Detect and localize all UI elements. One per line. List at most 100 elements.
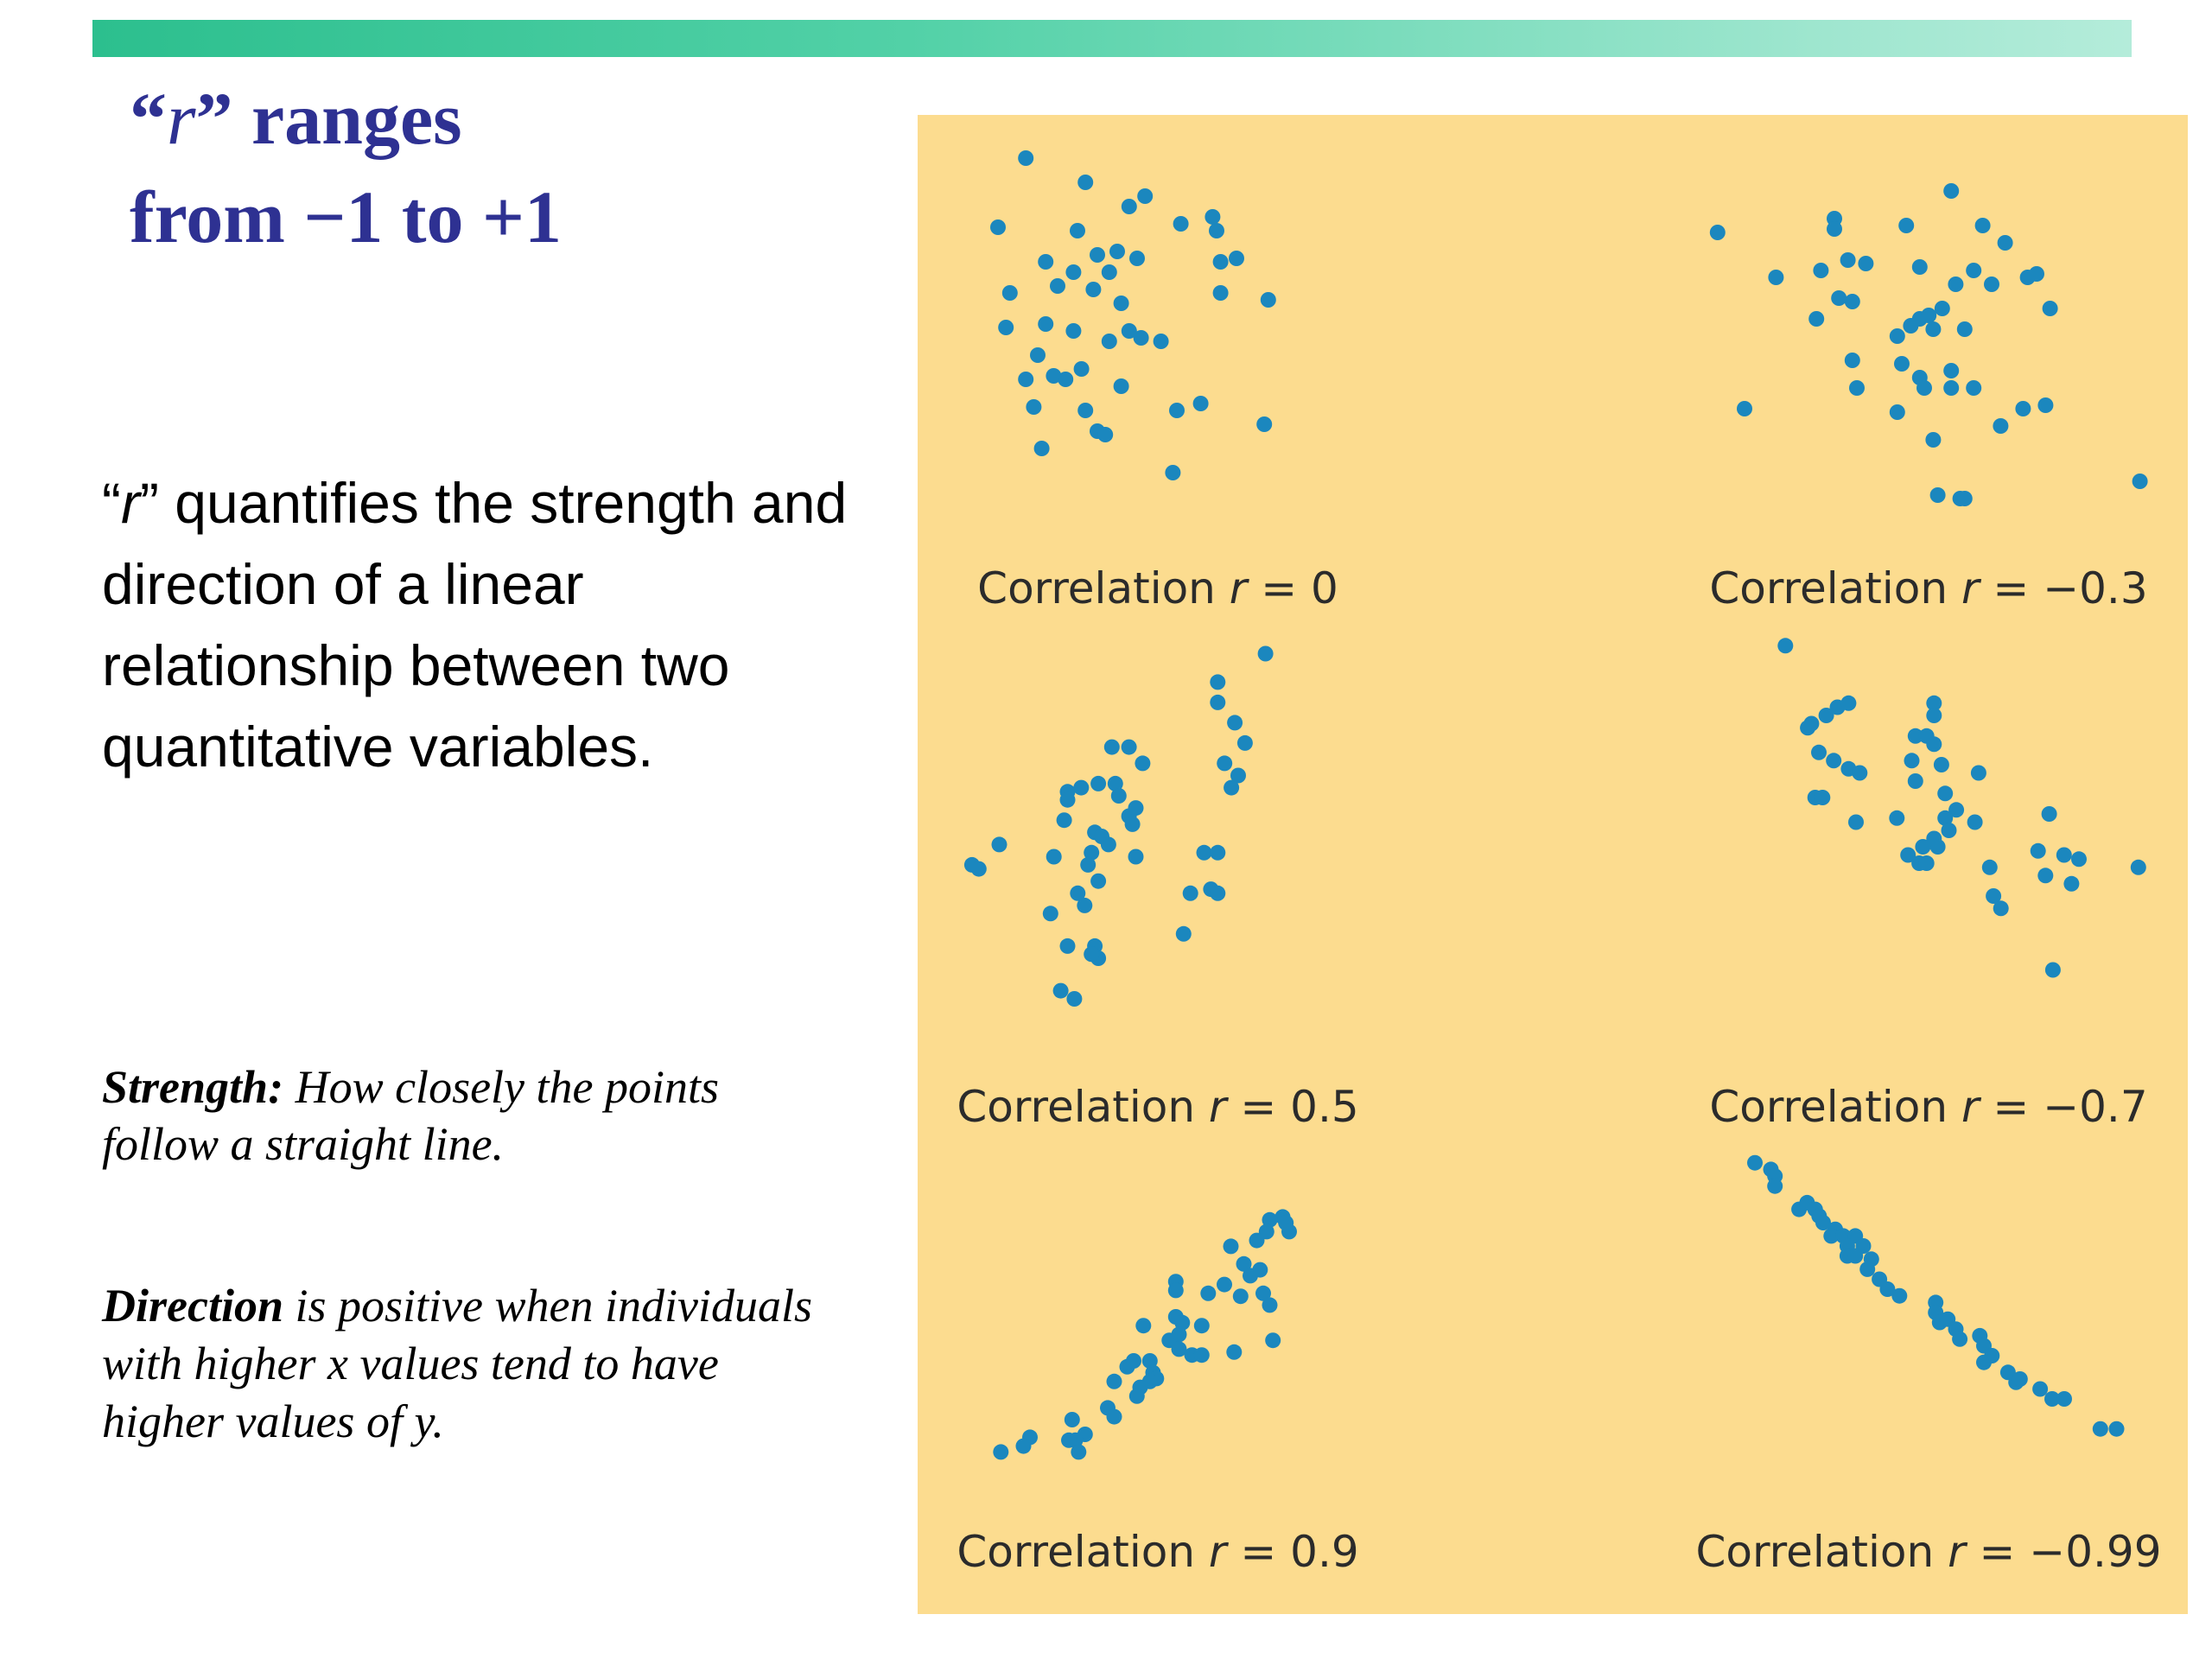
scatter-point [1956, 321, 1973, 337]
scatter-point [1937, 785, 1954, 802]
scatterplot-caption: Correlation r = 0.9 [957, 1527, 1358, 1577]
scatter-point [1121, 323, 1137, 339]
scatter-point [2030, 842, 2046, 859]
scatterplot-6: Correlation r = −0.99 [1695, 1154, 2162, 1577]
scatter-point [1840, 252, 1856, 268]
scatter-point [1926, 708, 1942, 723]
scatter-point [1903, 318, 1919, 334]
scatter-point [1109, 244, 1125, 259]
scatter-point [1889, 810, 1905, 826]
scatter-point [1926, 736, 1942, 753]
scatter-point [2092, 1421, 2108, 1437]
scatter-point [1070, 885, 1086, 901]
scatter-point [1925, 432, 1942, 448]
scatterplot-3: Correlation r = 0.5 [957, 645, 1359, 1132]
scatter-point [1210, 885, 1226, 901]
scatter-point [2130, 859, 2146, 875]
scatter-point [1193, 1318, 1210, 1334]
scatter-point [2041, 806, 2057, 822]
scatter-point [2037, 868, 2054, 884]
scatter-point [1943, 380, 1960, 396]
scatter-point [2029, 266, 2044, 282]
scatter-point [1182, 885, 1198, 901]
scatter-point [1230, 767, 1246, 784]
scatterplot-panel: Correlation r = 0 Correlation r = −0.3 Cor… [918, 115, 2188, 1614]
scatter-point [1984, 276, 1999, 292]
scatter-point [1952, 1331, 1968, 1347]
scatter-point [1900, 847, 1916, 863]
scatter-point [1124, 816, 1141, 832]
scatter-point [1848, 814, 1864, 830]
scatter-point [1084, 946, 1100, 963]
scatter-point [1929, 839, 1946, 855]
scatter-point [1943, 363, 1960, 378]
scatter-point [1033, 441, 1050, 456]
scatter-point [2032, 1381, 2049, 1397]
scatter-point [1058, 372, 1074, 387]
scatter-point [2037, 397, 2054, 413]
scatter-point [1808, 311, 1825, 327]
scatter-point [1077, 897, 1093, 913]
intro-paragraph: “r” quantifies the strength and directio… [102, 471, 848, 779]
scatter-point [1018, 150, 1034, 166]
scatter-point [1059, 791, 1076, 808]
scatter-point [1110, 788, 1127, 804]
scatter-point [1038, 254, 1054, 270]
scatter-point [1934, 301, 1950, 316]
scatter-point [1080, 856, 1096, 873]
scatter-point [1174, 1314, 1191, 1331]
scatter-point [1052, 982, 1069, 999]
scatter-point [1249, 1232, 1265, 1249]
scatter-point [1090, 775, 1107, 791]
scatter-point [1210, 844, 1226, 861]
scatter-point [1847, 1248, 1864, 1264]
scatter-point [1090, 873, 1107, 889]
scatter-point [1050, 278, 1065, 294]
scatter-point [998, 320, 1014, 335]
scatter-point [1844, 353, 1860, 368]
scatter-point [1907, 728, 1923, 744]
scatter-point [1056, 812, 1072, 829]
scatter-point [1046, 849, 1062, 865]
scatter-point [1200, 1285, 1217, 1301]
scatter-point [1212, 254, 1229, 270]
scatter-point [1113, 296, 1129, 311]
strength-lead: Strength: [102, 1061, 284, 1113]
scatter-point [1943, 183, 1960, 199]
slide-title: “r” ranges from −1 to +1 [130, 69, 907, 266]
strength-paragraph: Strength: How closely the points follow … [102, 1061, 720, 1170]
scatter-point [1038, 316, 1054, 332]
scatter-point [1101, 334, 1117, 349]
scatter-point [1128, 800, 1144, 817]
scatter-point [993, 1444, 1009, 1460]
scatter-point [1941, 823, 1957, 838]
scatterplot-4: Correlation r = −0.7 [1709, 638, 2148, 1132]
scatter-point [1229, 251, 1244, 266]
scatter-point [2015, 401, 2031, 416]
scatter-point [1065, 264, 1082, 280]
scatter-point [1997, 235, 2013, 251]
scatter-point [1173, 216, 1189, 232]
scatter-point [1970, 765, 1986, 781]
scatter-point [1777, 638, 1794, 654]
scatter-point [1948, 276, 1964, 292]
scatter-point [991, 836, 1007, 853]
scatter-point [1967, 814, 1983, 830]
scatter-point [1107, 775, 1123, 791]
scatter-point [1823, 1228, 1840, 1244]
scatterplot-caption: Correlation r = −0.99 [1695, 1527, 2161, 1577]
scatter-point [1167, 1282, 1184, 1299]
scatter-point [1030, 347, 1046, 363]
scatter-point [1826, 753, 1842, 769]
scatter-point [1921, 308, 1937, 323]
scatter-point [1042, 906, 1058, 922]
scatter-point [1844, 294, 1860, 309]
scatter-point [1223, 1238, 1239, 1255]
direction-lead: Direction [102, 1280, 283, 1332]
scatter-point [1018, 372, 1034, 387]
scatter-point [1859, 1261, 1876, 1277]
title-r-symbol: r [167, 77, 196, 160]
scatter-point [1767, 1178, 1783, 1194]
scatter-point [1171, 1341, 1187, 1357]
scatter-point [1911, 259, 1928, 275]
